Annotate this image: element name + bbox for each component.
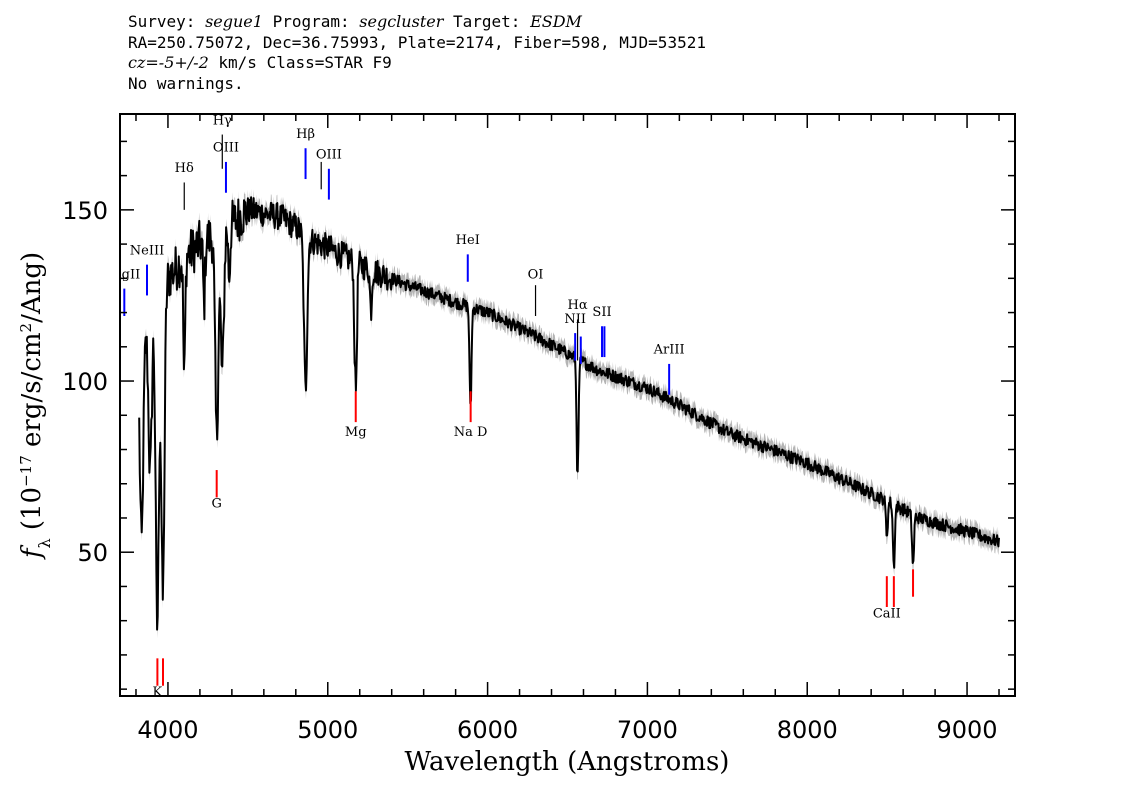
cz-value: -5+/-2 bbox=[158, 53, 209, 72]
axis-tick-labels: 4000 5000 6000 7000 8000 9000 50 100 150 bbox=[62, 197, 997, 744]
spectrum-header: Survey: segue1 Program: segcluster Targe… bbox=[128, 12, 706, 94]
header-line-coordinates: RA=250.75072, Dec=36.75993, Plate=2174, … bbox=[128, 32, 706, 52]
error-band bbox=[139, 188, 999, 639]
x-tick-label: 5000 bbox=[297, 716, 358, 744]
y-axis-label: fλ (10−17 erg/s/cm2/Ang) bbox=[17, 252, 54, 560]
y-tick-label: 150 bbox=[62, 197, 108, 225]
spectral-line-label: Hβ bbox=[296, 127, 315, 142]
x-tick-label: 7000 bbox=[617, 716, 678, 744]
x-tick-label: 6000 bbox=[457, 716, 518, 744]
error-band-layer bbox=[139, 188, 999, 639]
x-tick-label: 9000 bbox=[937, 716, 998, 744]
survey-label: Survey: bbox=[128, 12, 196, 31]
program-value: segcluster bbox=[359, 12, 444, 31]
spectral-line-label: K bbox=[153, 685, 163, 700]
spectral-line-label: OI bbox=[528, 267, 544, 282]
header-line-survey: Survey: segue1 Program: segcluster Targe… bbox=[128, 12, 706, 33]
cz-label: cz= bbox=[128, 53, 159, 72]
survey-value: segue1 bbox=[205, 12, 263, 31]
spectral-line-label: G bbox=[211, 497, 221, 512]
target-value: ESDM bbox=[530, 12, 582, 31]
y-tick-label: 50 bbox=[77, 539, 108, 567]
spectral-line-label: OIII bbox=[316, 148, 342, 163]
flux-series bbox=[138, 196, 1000, 631]
spectral-line-label: Hγ bbox=[213, 113, 232, 128]
cz-unit: km/s bbox=[218, 53, 257, 72]
x-axis-label: Wavelength (Angstroms) bbox=[405, 747, 730, 777]
spectral-line-label: MgII bbox=[108, 267, 140, 282]
spectral-line-label: OIII bbox=[213, 141, 239, 156]
spectral-line-label: Na D bbox=[454, 425, 488, 440]
program-label: Program: bbox=[272, 12, 350, 31]
spectral-line-label: Hδ bbox=[175, 161, 194, 176]
header-line-warnings: No warnings. bbox=[128, 73, 244, 93]
header-line-redshift: cz=-5+/-2 km/s Class=STAR F9 bbox=[128, 53, 706, 74]
flux-layer bbox=[138, 196, 1000, 631]
axis-ticks bbox=[120, 114, 1015, 696]
spectral-line-label: SII bbox=[592, 305, 611, 320]
y-tick-label: 100 bbox=[62, 368, 108, 396]
x-tick-label: 4000 bbox=[137, 716, 198, 744]
spectral-line-label: Hα bbox=[568, 298, 588, 313]
spectral-line-label: NII bbox=[564, 312, 586, 327]
spectral-line-label: Mg bbox=[345, 425, 367, 440]
spectral-line-label: NeIII bbox=[130, 243, 164, 258]
plot-frame bbox=[119, 113, 1016, 697]
x-tick-label: 8000 bbox=[777, 716, 838, 744]
spectral-line-label: HeI bbox=[456, 233, 480, 248]
spectral-line-label: CaII bbox=[873, 606, 901, 621]
target-label: Target: bbox=[453, 12, 521, 31]
spectral-class: Class=STAR F9 bbox=[266, 53, 392, 72]
spectral-line-label: ArIII bbox=[653, 343, 685, 358]
